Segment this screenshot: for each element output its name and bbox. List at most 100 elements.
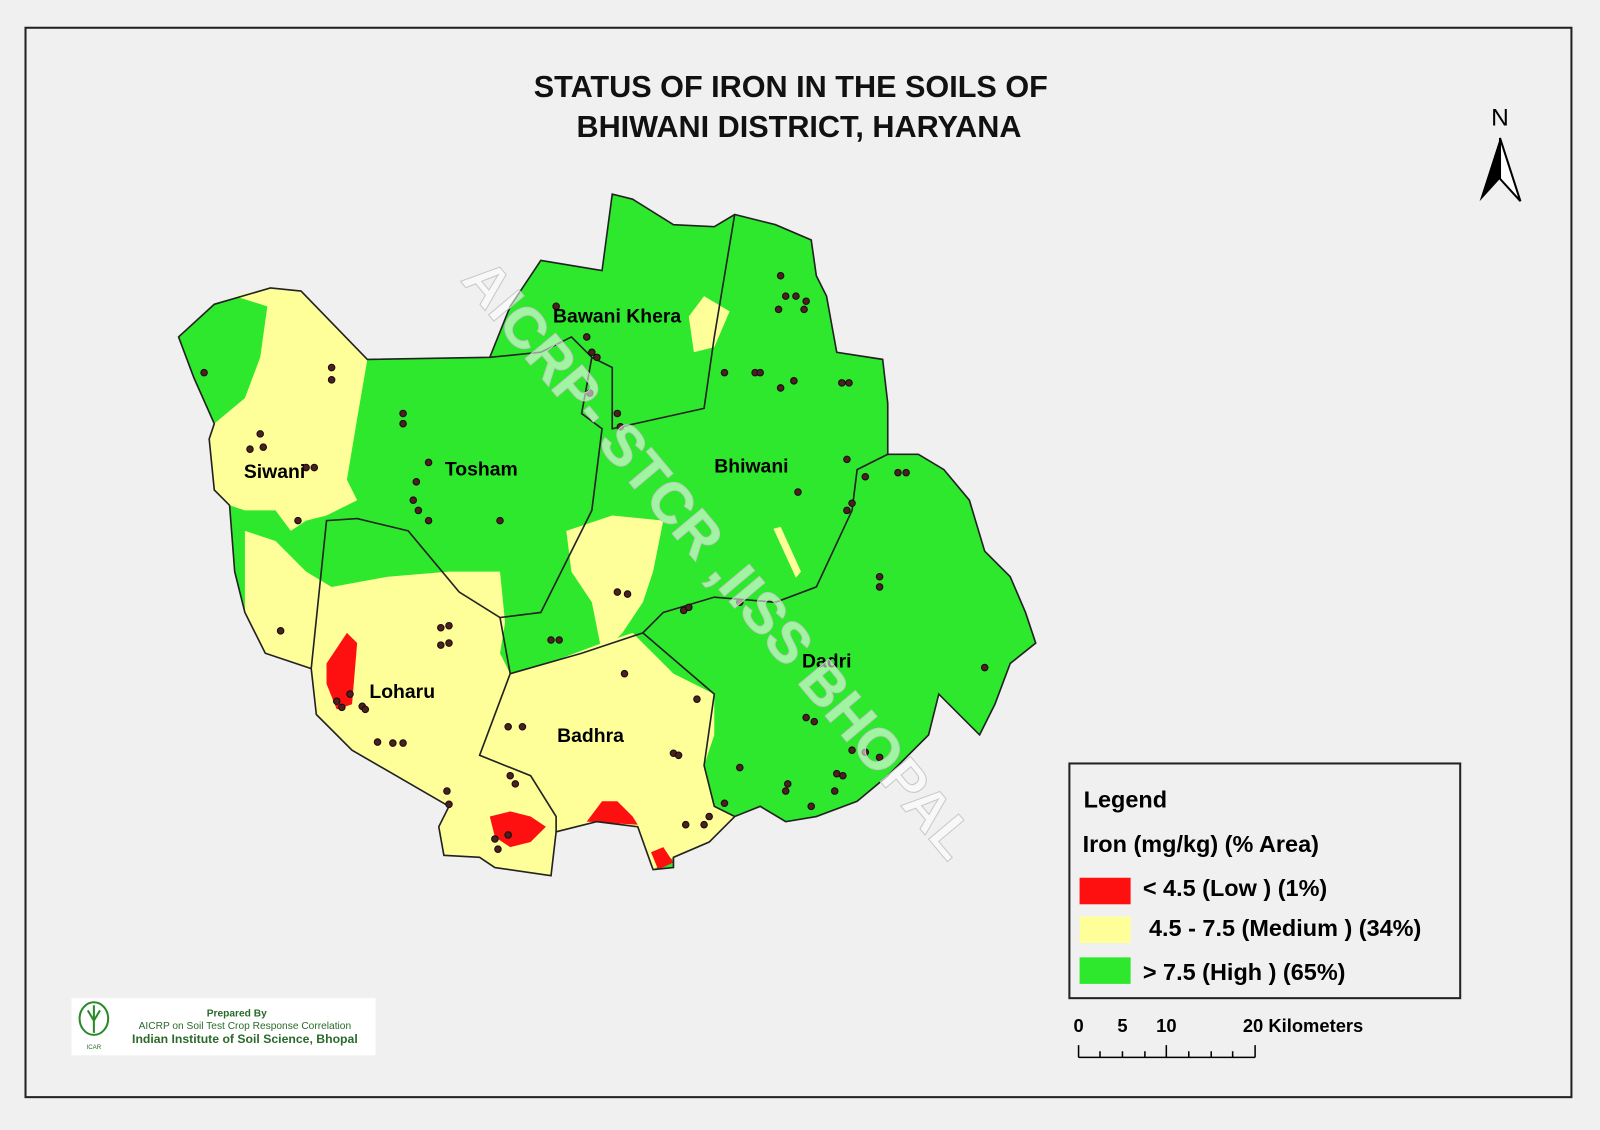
sample-point: [259, 443, 268, 451]
sample-point: [807, 802, 815, 811]
sample-point: [399, 739, 407, 747]
arrow-half: [1498, 137, 1522, 202]
scale-label: 0: [1073, 1015, 1083, 1036]
sample-point: [373, 738, 382, 746]
legend-item: 4.5 - 7.5 (Medium ) (34%): [1149, 915, 1421, 941]
sample-point: [491, 835, 499, 843]
sample-point: [310, 463, 319, 472]
sample-point: [861, 748, 870, 757]
sample-point: [848, 499, 856, 508]
sample-point: [399, 409, 407, 418]
medium-zone: [773, 526, 802, 578]
sample-point: [256, 430, 264, 438]
svg-text:ICAR: ICAR: [87, 1044, 102, 1051]
sample-point: [361, 705, 370, 714]
sample-point: [494, 845, 502, 853]
title-line: BHIWANI DISTRICT, HARYANA: [576, 110, 1021, 144]
sample-point: [332, 697, 341, 705]
sample-point: [547, 636, 555, 644]
sample-point: [593, 353, 601, 362]
sample-point: [504, 831, 512, 839]
sample-point: [424, 516, 433, 525]
sample-point: [756, 368, 764, 377]
sample-point: [720, 368, 729, 377]
sample-point: [843, 455, 851, 464]
credit-box: [71, 998, 376, 1056]
sample-point: [693, 695, 701, 703]
legend-swatch: [1079, 916, 1131, 944]
sample-point: [338, 703, 346, 712]
sample-point: [781, 787, 790, 795]
sample-point: [832, 769, 841, 778]
sample-point: [843, 506, 851, 515]
sample-point: [736, 763, 744, 772]
credit-text: Indian Institute of Soil Science, Bhopal: [132, 1032, 358, 1046]
medium-zone: [244, 530, 735, 876]
scale-bar: 0 5 10 20 Kilometers: [1073, 1015, 1363, 1059]
sample-point: [443, 787, 451, 795]
low-zone: [651, 847, 674, 870]
sample-point: [346, 690, 354, 698]
sample-point: [790, 377, 798, 385]
legend-heading: Legend: [1084, 786, 1167, 812]
sample-point: [894, 468, 902, 477]
credit-text: Prepared By: [207, 1009, 267, 1020]
sample-point: [588, 348, 596, 357]
sample-point: [437, 641, 445, 649]
sample-point: [700, 820, 708, 829]
sample-point: [875, 583, 884, 591]
sample-point: [776, 384, 785, 392]
credit-text: AICRP on Soil Test Crop Response Correla…: [139, 1021, 352, 1032]
legend-box: [1068, 762, 1462, 1000]
sample-point: [294, 516, 302, 525]
sample-point: [409, 496, 418, 504]
low-zone: [586, 801, 638, 825]
sample-point: [802, 297, 810, 305]
sample-point: [424, 458, 433, 467]
sample-point: [705, 812, 713, 821]
sample-point: [839, 771, 847, 780]
medium-zone: [209, 287, 368, 531]
sample-point: [552, 302, 560, 311]
sample-point: [200, 368, 208, 377]
sample-point: [838, 379, 846, 387]
block-label: Loharu: [369, 681, 435, 703]
sample-point: [845, 379, 853, 387]
low-zone: [489, 811, 546, 848]
sample-point: [582, 333, 591, 341]
sample-point: [555, 636, 563, 644]
sample-point: [684, 603, 693, 612]
legend-item: > 7.5 (High ) (65%): [1143, 959, 1346, 985]
sample-point: [414, 506, 423, 515]
sample-point: [389, 739, 397, 747]
sample-point: [445, 800, 453, 809]
sample-point: [980, 663, 989, 672]
legend-swatch: [1079, 877, 1131, 905]
sample-point: [511, 780, 520, 788]
sample-point: [412, 478, 421, 486]
sample-point: [781, 292, 790, 300]
sample-point: [875, 753, 884, 762]
sample-point: [518, 722, 527, 731]
block-label: Bhiwani: [714, 456, 788, 478]
sample-points: [200, 271, 989, 853]
sample-point: [506, 771, 514, 780]
sample-point: [774, 305, 783, 314]
sample-point: [399, 419, 407, 428]
sample-point: [794, 488, 802, 496]
scale-label: 5: [1117, 1015, 1127, 1036]
sample-point: [720, 799, 729, 808]
legend: Legend Iron (mg/kg) (% Area) < 4.5 (Low …: [1068, 762, 1462, 1000]
sample-point: [800, 305, 808, 314]
sample-point: [810, 717, 819, 726]
block-boundary: [310, 214, 736, 669]
sample-point: [437, 623, 445, 632]
sample-point: [613, 588, 622, 596]
sample-point: [613, 409, 622, 418]
scale-ticks: [1077, 1045, 1256, 1059]
sample-point: [783, 780, 792, 788]
sample-point: [674, 751, 683, 760]
sample-point: [504, 722, 512, 731]
block-boundary: [509, 453, 889, 675]
